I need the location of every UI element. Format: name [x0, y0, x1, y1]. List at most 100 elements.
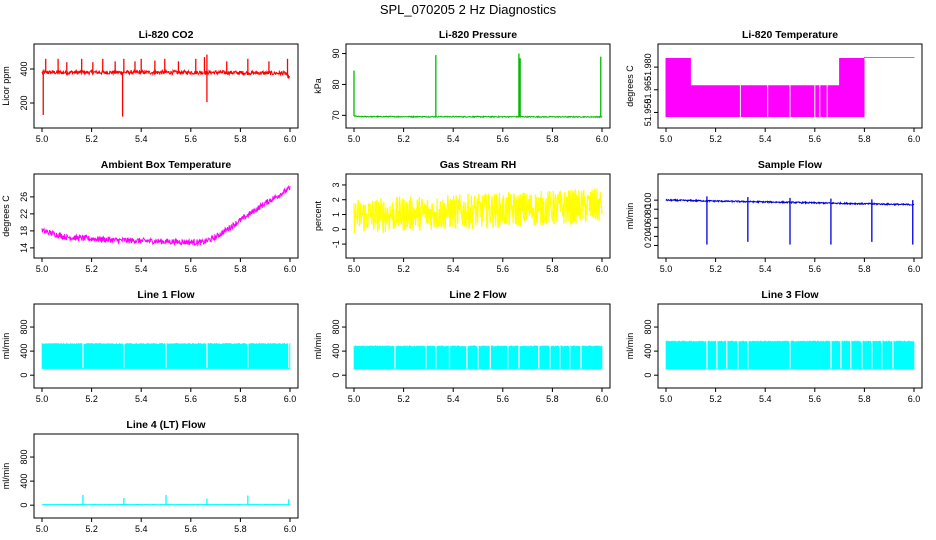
panel-8: Line 2 Flow ml/min 5.0 5.2 5.4 5.6 5.8 6.0 0 400 8… — [313, 289, 611, 404]
plot-frame — [33, 173, 299, 259]
y-tick-label: 40 — [643, 222, 653, 232]
x-tick-label: 5.8 — [234, 134, 247, 144]
series-line — [41, 68, 290, 79]
plot-frame — [657, 43, 923, 129]
panel-title: Li-820 Pressure — [439, 29, 517, 41]
x-tick-label: 5.0 — [36, 394, 49, 404]
y-tick-label: 51.965 — [643, 76, 653, 104]
plot-frame — [345, 173, 611, 259]
y-axis-label: ml/min — [313, 333, 323, 360]
x-tick-label: 5.4 — [447, 394, 460, 404]
y-axis-label: ml/min — [1, 333, 11, 360]
series-line — [353, 114, 603, 119]
panel-title: Li-820 Temperature — [742, 29, 838, 41]
plot-frame — [345, 303, 611, 389]
y-tick-label: 14 — [19, 243, 29, 253]
series-marks — [41, 54, 290, 117]
x-tick-label: 5.0 — [660, 264, 673, 274]
x-tick-label: 5.2 — [397, 394, 410, 404]
panel-1: Li-820 CO2 Licor ppm 5.0 5.2 5.4 5.6 5.8 6.0 200… — [1, 29, 299, 144]
x-tick-label: 5.0 — [36, 134, 49, 144]
y-tick-label: 0 — [643, 243, 653, 248]
y-tick-label: -1 — [331, 240, 341, 248]
y-tick-label: 2 — [331, 197, 341, 202]
y-axis-label: ml/min — [625, 333, 635, 360]
series-marks — [665, 196, 915, 245]
y-axis-label: percent — [313, 200, 323, 231]
x-tick-label: 5.2 — [709, 264, 722, 274]
series-marks — [353, 188, 603, 234]
y-tick-label: 0 — [19, 503, 29, 508]
panel-title: Sample Flow — [758, 159, 823, 171]
x-tick-label: 5.8 — [858, 264, 871, 274]
y-tick-label: 400 — [19, 61, 29, 76]
y-tick-label: 800 — [19, 320, 29, 335]
figure-title: SPL_070205 2 Hz Diagnostics — [379, 2, 557, 17]
panel-title: Ambient Box Temperature — [101, 159, 232, 171]
x-tick-label: 5.6 — [809, 134, 822, 144]
x-tick-label: 5.6 — [185, 264, 198, 274]
y-tick-label: 0 — [19, 373, 29, 378]
series-marks — [665, 339, 915, 370]
y-tick-label: 0 — [643, 373, 653, 378]
y-tick-label: 100 — [643, 193, 653, 208]
x-tick-label: 5.4 — [135, 264, 148, 274]
panel-7: Line 1 Flow ml/min 5.0 5.2 5.4 5.6 5.8 6.0 0 400 8… — [1, 289, 299, 404]
series-marks — [353, 53, 603, 119]
panel-10: Line 4 (LT) Flow ml/min 5.0 5.2 5.4 5.6 5.8 6.0… — [1, 419, 299, 534]
series-marks — [41, 185, 291, 247]
x-tick-label: 6.0 — [284, 394, 297, 404]
x-tick-label: 5.4 — [759, 394, 772, 404]
y-tick-label: 1 — [331, 212, 341, 217]
x-tick-label: 6.0 — [284, 524, 297, 534]
x-tick-label: 5.4 — [135, 394, 148, 404]
x-tick-label: 5.0 — [36, 524, 49, 534]
x-tick-label: 5.4 — [135, 524, 148, 534]
x-tick-label: 5.6 — [497, 134, 510, 144]
x-tick-label: 6.0 — [596, 264, 609, 274]
y-axis-label: Licor ppm — [1, 66, 11, 106]
panel-9: Line 3 Flow ml/min 5.0 5.2 5.4 5.6 5.8 6.0 0 400 8… — [625, 289, 923, 404]
series-marks — [41, 494, 291, 506]
x-tick-label: 5.8 — [546, 134, 559, 144]
y-axis-label: kPa — [313, 78, 323, 94]
panel-2: Li-820 Pressure kPa 5.0 5.2 5.4 5.6 5.8 6.0 70 80… — [313, 29, 611, 144]
x-tick-label: 5.6 — [497, 264, 510, 274]
y-tick-label: 400 — [19, 344, 29, 359]
y-tick-label: 26 — [19, 192, 29, 202]
x-tick-label: 5.4 — [447, 264, 460, 274]
x-tick-label: 5.2 — [709, 134, 722, 144]
x-tick-label: 5.6 — [809, 264, 822, 274]
y-tick-label: 200 — [19, 95, 29, 110]
plot-frame — [345, 43, 611, 129]
x-tick-label: 6.0 — [908, 134, 921, 144]
x-tick-label: 5.6 — [497, 394, 510, 404]
y-tick-label: 800 — [19, 450, 29, 465]
x-tick-label: 6.0 — [596, 134, 609, 144]
x-tick-label: 5.2 — [709, 394, 722, 404]
series-line — [41, 185, 291, 247]
panel-title: Gas Stream RH — [440, 159, 516, 171]
x-tick-label: 5.8 — [234, 394, 247, 404]
panel-6: Sample Flow ml/min 5.0 5.2 5.4 5.6 5.8 6.0 0 2040… — [625, 159, 923, 274]
x-tick-label: 5.0 — [348, 394, 361, 404]
panel-title: Line 2 Flow — [449, 289, 507, 301]
panel-4: Ambient Box Temperature degrees C 5.0 5.2 5.… — [1, 159, 299, 274]
panel-5: Gas Stream RH percent 5.0 5.2 5.4 5.6 5.8 6.0 -1… — [313, 159, 611, 274]
plot-frame — [33, 433, 299, 519]
y-tick-label: 90 — [331, 49, 341, 59]
x-tick-label: 5.0 — [36, 264, 49, 274]
x-tick-label: 6.0 — [908, 264, 921, 274]
y-tick-label: 400 — [19, 474, 29, 489]
panel-title: Line 3 Flow — [761, 289, 819, 301]
y-tick-label: 80 — [331, 79, 341, 89]
series-marks — [41, 341, 291, 369]
panel-title: Line 4 (LT) Flow — [126, 419, 206, 431]
x-tick-label: 5.6 — [185, 134, 198, 144]
x-tick-label: 5.8 — [234, 524, 247, 534]
y-tick-label: 400 — [643, 344, 653, 359]
x-tick-label: 5.0 — [660, 134, 673, 144]
x-tick-label: 5.2 — [85, 264, 98, 274]
x-tick-label: 6.0 — [284, 264, 297, 274]
y-tick-label: 51.980 — [643, 53, 653, 81]
